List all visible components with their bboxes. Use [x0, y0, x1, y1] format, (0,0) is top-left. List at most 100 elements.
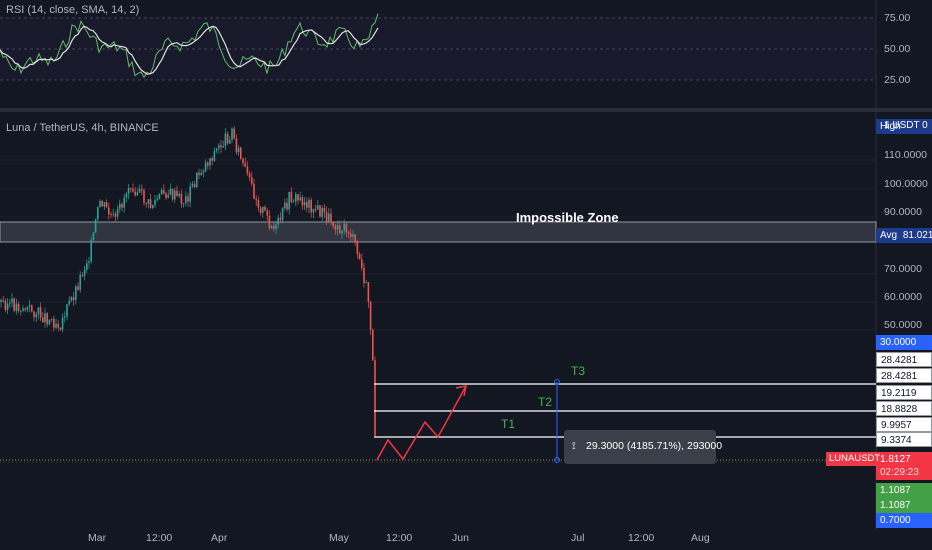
candle-body	[222, 146, 224, 148]
time-label: Mar	[88, 532, 107, 544]
current-price-tag[interactable]: LUNAUSDT 1.8127 02:29:23	[826, 452, 932, 480]
candle-body	[152, 205, 154, 208]
symbol-legend[interactable]: Luna / TetherUS, 4h, BINANCE	[6, 122, 159, 134]
candle-body	[11, 298, 13, 303]
candle-body	[149, 199, 152, 208]
unit-label[interactable]: 1 USDT 0	[884, 120, 928, 131]
candle-body	[50, 318, 53, 320]
rsi-chart[interactable]	[0, 0, 932, 108]
candle-body	[244, 163, 246, 167]
candle-body	[361, 259, 363, 268]
projection-arrow-head	[455, 385, 467, 397]
target-t3-label[interactable]: T3	[571, 364, 586, 378]
unit-name: USDT	[892, 120, 920, 131]
candle-body	[345, 223, 348, 233]
target-t1-label[interactable]: T1	[501, 417, 516, 431]
candle-body	[310, 200, 312, 213]
candle-body	[279, 217, 282, 220]
current-price: 1.8127	[880, 454, 911, 465]
impossible-zone-label[interactable]: Impossible Zone	[516, 210, 619, 225]
candle-body	[211, 158, 213, 161]
candle-body	[358, 253, 361, 260]
candle-body	[174, 190, 176, 200]
time-label: Jun	[452, 532, 469, 544]
time-label: Aug	[691, 532, 710, 544]
candle-body	[308, 200, 310, 208]
candle-body	[347, 232, 350, 234]
candle-body	[178, 193, 180, 197]
t3-bottom-tag[interactable]: 28.4281	[876, 368, 932, 383]
candle-body	[112, 213, 114, 215]
t2-bottom-tag[interactable]: 18.8828	[876, 401, 932, 416]
high-tag[interactable]: High	[876, 119, 932, 134]
candle-body	[141, 189, 143, 191]
candle-body	[108, 207, 110, 215]
candle-body	[312, 208, 315, 213]
time-label: 12:00	[146, 532, 173, 544]
candle-body	[66, 304, 68, 317]
green-tag-1[interactable]: 1.1087	[876, 483, 932, 498]
candle-body	[268, 215, 271, 229]
candle-body	[237, 147, 240, 153]
candle-body	[103, 202, 106, 207]
candle-body	[229, 140, 231, 144]
high-value: 1	[884, 120, 890, 131]
candle-body	[189, 186, 191, 202]
candle-body	[88, 261, 90, 263]
candle-body	[121, 204, 123, 208]
candle-body	[235, 138, 238, 153]
candle-body	[17, 303, 20, 312]
t1-top-tag[interactable]: 9.9957	[876, 417, 932, 432]
candle-body	[367, 282, 370, 302]
candle-body	[284, 202, 286, 209]
rsi-line	[0, 13, 379, 79]
candle-body	[233, 128, 235, 139]
candle-body	[55, 323, 57, 328]
price-axis-label: 70.0000	[884, 263, 922, 275]
candle-body	[169, 188, 172, 195]
t2-top-tag[interactable]: 19.2119	[876, 385, 932, 400]
candle-body	[147, 199, 150, 204]
green-tag-2[interactable]: 1.1087	[876, 498, 932, 513]
measure-handle	[554, 457, 560, 463]
candle-body	[363, 267, 365, 283]
candle-body	[171, 188, 174, 200]
candle-body	[218, 145, 220, 149]
projection-path	[376, 385, 467, 461]
candle-body	[193, 184, 196, 187]
candle-body	[273, 226, 275, 229]
candle-body	[0, 299, 2, 302]
candle-body	[26, 306, 29, 310]
measure-tooltip: ⟟ 29.3000 (4185.71%), 293000	[564, 430, 722, 464]
candle-body	[156, 199, 158, 201]
candle-body	[259, 207, 262, 213]
pane-separator[interactable]	[0, 108, 932, 112]
candle-body	[31, 305, 33, 312]
candle-body	[226, 133, 229, 144]
price-axis-label: 100.0000	[884, 178, 928, 190]
candle-body	[191, 184, 194, 187]
candle-body	[28, 305, 31, 307]
candle-body	[253, 183, 255, 199]
candle-body	[323, 207, 326, 213]
candle-body	[266, 210, 268, 216]
price-blue-tag[interactable]: 30.0000	[876, 335, 932, 350]
price-pane[interactable]: Luna / TetherUS, 4h, BINANCE 110.0000 10…	[0, 112, 932, 530]
low-tag[interactable]: 0.7000	[876, 513, 932, 528]
rsi-legend[interactable]: RSI (14, close, SMA, 14, 2)	[6, 4, 140, 16]
candle-body	[182, 203, 185, 204]
rsi-pane[interactable]: RSI (14, close, SMA, 14, 2) 75.00 50.00 …	[0, 0, 932, 108]
t1-bottom-tag[interactable]: 9.3374	[876, 432, 932, 447]
candle-body	[198, 172, 200, 176]
price-axis-label: 50.0000	[884, 319, 922, 331]
candle-body	[101, 200, 103, 207]
candle-body	[125, 193, 128, 198]
time-axis[interactable]: Mar 12:00 Apr May 12:00 Jun Jul 12:00 Au…	[0, 527, 876, 550]
price-chart[interactable]	[0, 112, 932, 530]
candle-body	[209, 158, 211, 166]
candle-body	[116, 208, 119, 217]
t3-top-tag[interactable]: 28.4281	[876, 352, 932, 367]
target-t2-label[interactable]: T2	[538, 395, 553, 409]
candle-body	[277, 217, 279, 225]
